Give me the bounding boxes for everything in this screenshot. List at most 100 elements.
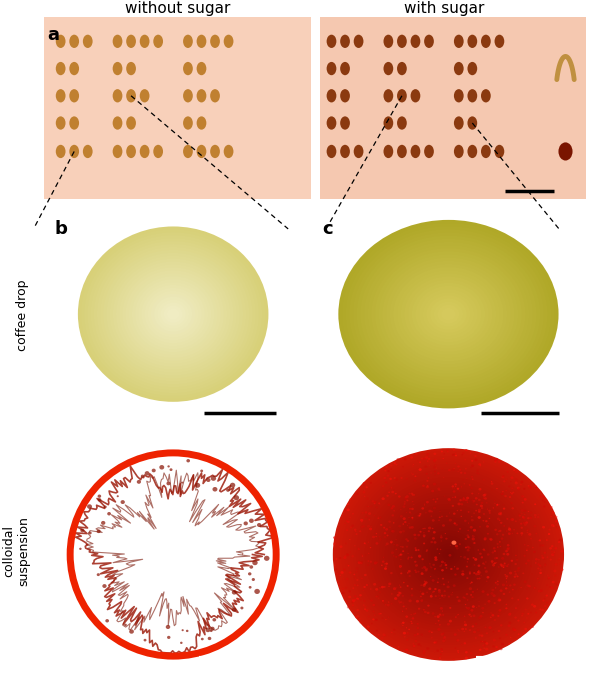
Ellipse shape [532, 626, 534, 628]
Ellipse shape [476, 607, 477, 608]
Ellipse shape [488, 518, 490, 519]
Ellipse shape [517, 575, 519, 577]
Ellipse shape [366, 506, 368, 507]
Ellipse shape [382, 634, 385, 636]
Ellipse shape [454, 35, 464, 48]
Ellipse shape [445, 639, 446, 640]
Ellipse shape [460, 510, 462, 511]
Ellipse shape [481, 35, 491, 48]
Ellipse shape [498, 519, 500, 521]
Ellipse shape [449, 607, 451, 609]
Ellipse shape [441, 516, 443, 517]
Ellipse shape [468, 614, 471, 616]
Ellipse shape [453, 512, 456, 515]
Ellipse shape [510, 476, 513, 479]
Ellipse shape [521, 535, 522, 536]
Ellipse shape [378, 597, 379, 599]
Ellipse shape [523, 488, 525, 490]
Ellipse shape [396, 544, 398, 547]
Ellipse shape [553, 525, 555, 527]
Ellipse shape [442, 640, 445, 643]
Ellipse shape [549, 529, 551, 531]
Ellipse shape [166, 482, 170, 486]
Ellipse shape [126, 89, 136, 103]
Ellipse shape [400, 515, 403, 518]
Ellipse shape [382, 600, 384, 601]
Ellipse shape [559, 558, 560, 560]
Ellipse shape [548, 577, 550, 580]
Ellipse shape [520, 484, 522, 485]
Ellipse shape [482, 641, 483, 642]
Ellipse shape [464, 623, 467, 626]
Ellipse shape [98, 498, 101, 501]
Ellipse shape [551, 553, 554, 556]
Ellipse shape [411, 526, 414, 529]
Ellipse shape [387, 470, 390, 472]
Ellipse shape [491, 482, 493, 485]
Ellipse shape [495, 582, 497, 584]
Ellipse shape [356, 579, 358, 581]
Ellipse shape [424, 581, 426, 582]
Ellipse shape [478, 509, 481, 511]
Ellipse shape [505, 478, 507, 480]
Ellipse shape [376, 630, 378, 632]
Ellipse shape [420, 584, 422, 586]
Ellipse shape [500, 546, 501, 547]
Ellipse shape [528, 585, 531, 587]
Ellipse shape [351, 525, 354, 527]
Ellipse shape [413, 464, 414, 465]
Ellipse shape [403, 523, 404, 525]
Ellipse shape [422, 485, 425, 487]
Ellipse shape [368, 506, 369, 507]
Ellipse shape [465, 651, 468, 653]
Ellipse shape [416, 286, 481, 342]
Ellipse shape [383, 557, 384, 558]
Ellipse shape [126, 271, 221, 358]
Ellipse shape [340, 62, 350, 75]
Ellipse shape [522, 573, 525, 574]
Ellipse shape [56, 62, 66, 75]
Ellipse shape [224, 145, 233, 158]
Ellipse shape [494, 602, 496, 604]
Ellipse shape [414, 569, 416, 571]
Ellipse shape [406, 512, 407, 513]
Ellipse shape [378, 613, 381, 614]
Ellipse shape [107, 253, 240, 375]
Ellipse shape [455, 455, 457, 456]
Ellipse shape [502, 534, 504, 536]
Ellipse shape [349, 539, 350, 540]
Ellipse shape [361, 562, 362, 564]
Ellipse shape [346, 564, 348, 566]
Ellipse shape [417, 534, 420, 536]
Ellipse shape [469, 573, 471, 575]
Ellipse shape [353, 145, 363, 158]
Ellipse shape [542, 500, 543, 501]
Ellipse shape [391, 501, 506, 608]
Ellipse shape [473, 542, 475, 544]
Ellipse shape [546, 601, 548, 603]
Ellipse shape [466, 534, 469, 536]
Ellipse shape [183, 62, 193, 75]
Ellipse shape [481, 556, 483, 558]
Ellipse shape [391, 530, 393, 532]
Ellipse shape [501, 476, 504, 478]
Ellipse shape [412, 494, 414, 496]
Ellipse shape [414, 537, 417, 540]
Ellipse shape [512, 589, 514, 590]
Ellipse shape [433, 499, 435, 500]
Ellipse shape [420, 528, 477, 581]
Ellipse shape [514, 573, 517, 575]
Ellipse shape [497, 615, 500, 617]
Ellipse shape [439, 516, 440, 518]
Ellipse shape [442, 577, 444, 580]
Ellipse shape [471, 596, 474, 598]
Ellipse shape [129, 630, 134, 634]
Ellipse shape [390, 464, 392, 466]
Ellipse shape [425, 456, 428, 459]
Ellipse shape [364, 574, 366, 576]
Ellipse shape [393, 522, 394, 523]
Ellipse shape [525, 628, 527, 630]
Ellipse shape [411, 493, 413, 495]
Ellipse shape [414, 475, 416, 477]
Ellipse shape [439, 565, 442, 567]
